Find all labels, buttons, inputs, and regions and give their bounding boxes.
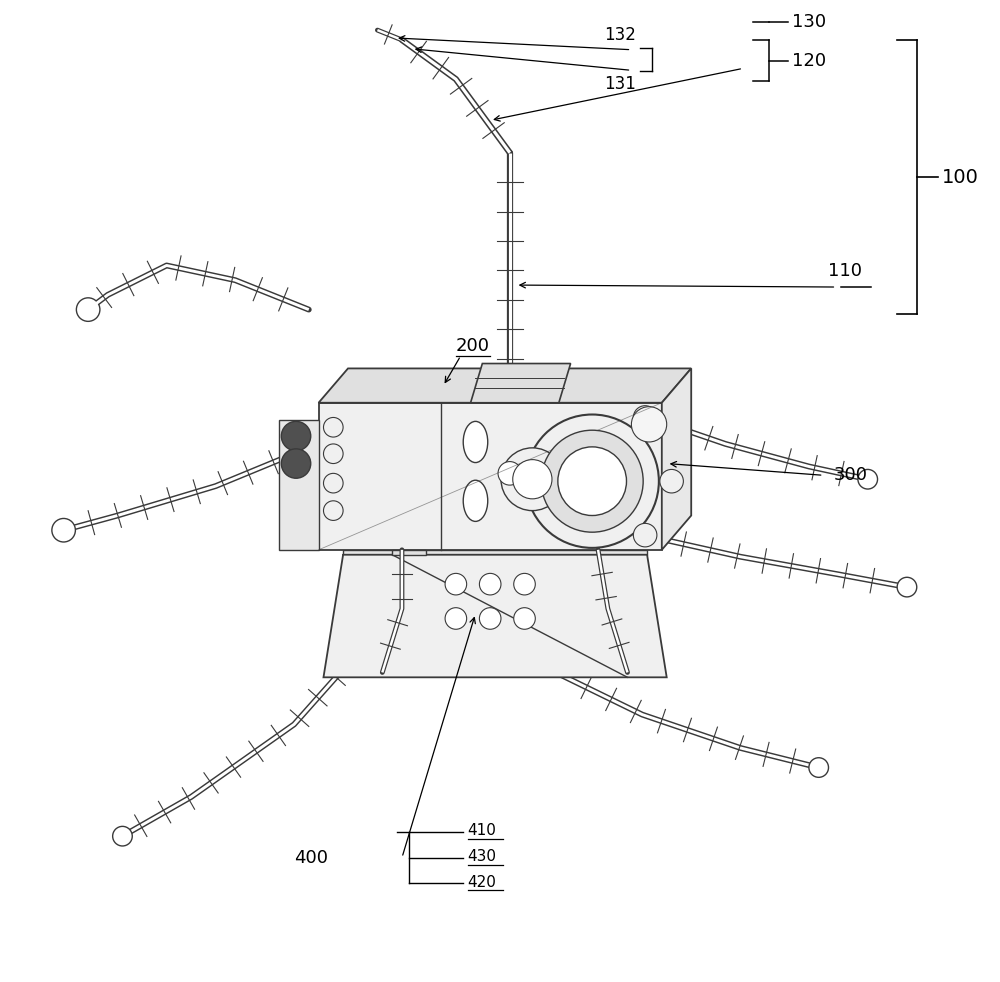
Polygon shape — [323, 555, 667, 678]
Text: 430: 430 — [468, 849, 497, 864]
Text: 300: 300 — [833, 466, 867, 484]
Circle shape — [323, 473, 343, 493]
Text: 131: 131 — [604, 76, 636, 93]
Text: 120: 120 — [792, 51, 826, 70]
Circle shape — [445, 573, 467, 595]
Circle shape — [541, 430, 643, 532]
Ellipse shape — [463, 480, 488, 521]
Circle shape — [323, 444, 343, 464]
Circle shape — [113, 827, 132, 846]
Circle shape — [660, 469, 683, 493]
Circle shape — [52, 518, 75, 542]
Circle shape — [897, 577, 917, 597]
Text: 410: 410 — [468, 823, 497, 838]
Circle shape — [514, 573, 535, 595]
Polygon shape — [279, 420, 319, 550]
Circle shape — [858, 469, 878, 489]
Circle shape — [513, 460, 552, 499]
Ellipse shape — [463, 421, 488, 463]
Text: 100: 100 — [942, 168, 979, 187]
Polygon shape — [343, 555, 392, 678]
Text: 200: 200 — [456, 337, 490, 355]
Text: 130: 130 — [792, 14, 826, 31]
Text: 110: 110 — [828, 262, 862, 280]
Polygon shape — [319, 368, 691, 403]
Circle shape — [76, 298, 100, 321]
Circle shape — [558, 447, 626, 516]
Circle shape — [479, 573, 501, 595]
Circle shape — [514, 608, 535, 629]
Text: 400: 400 — [294, 848, 328, 867]
Circle shape — [323, 501, 343, 520]
Polygon shape — [319, 403, 662, 550]
Circle shape — [809, 758, 829, 778]
Polygon shape — [343, 550, 647, 555]
Polygon shape — [598, 555, 647, 678]
Circle shape — [281, 449, 311, 478]
Text: 132: 132 — [604, 26, 636, 44]
Circle shape — [323, 417, 343, 437]
Circle shape — [501, 448, 564, 511]
Polygon shape — [662, 368, 691, 550]
Circle shape — [525, 414, 659, 548]
Circle shape — [479, 608, 501, 629]
Circle shape — [633, 406, 657, 429]
Circle shape — [445, 608, 467, 629]
Circle shape — [281, 421, 311, 451]
Polygon shape — [392, 550, 426, 555]
Circle shape — [498, 462, 522, 485]
Circle shape — [631, 407, 667, 442]
Polygon shape — [471, 363, 571, 403]
Circle shape — [633, 523, 657, 547]
Text: 420: 420 — [468, 875, 497, 890]
